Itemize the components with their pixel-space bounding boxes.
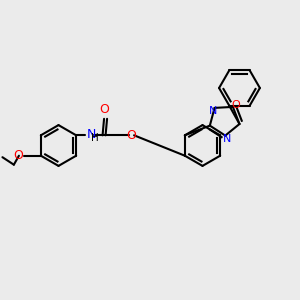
Text: O: O (99, 103, 109, 116)
Text: N: N (209, 106, 217, 116)
Text: O: O (231, 100, 240, 110)
Text: N: N (87, 128, 96, 141)
Text: N: N (223, 134, 231, 144)
Text: O: O (127, 129, 136, 142)
Text: H: H (91, 133, 99, 143)
Text: O: O (13, 149, 23, 162)
